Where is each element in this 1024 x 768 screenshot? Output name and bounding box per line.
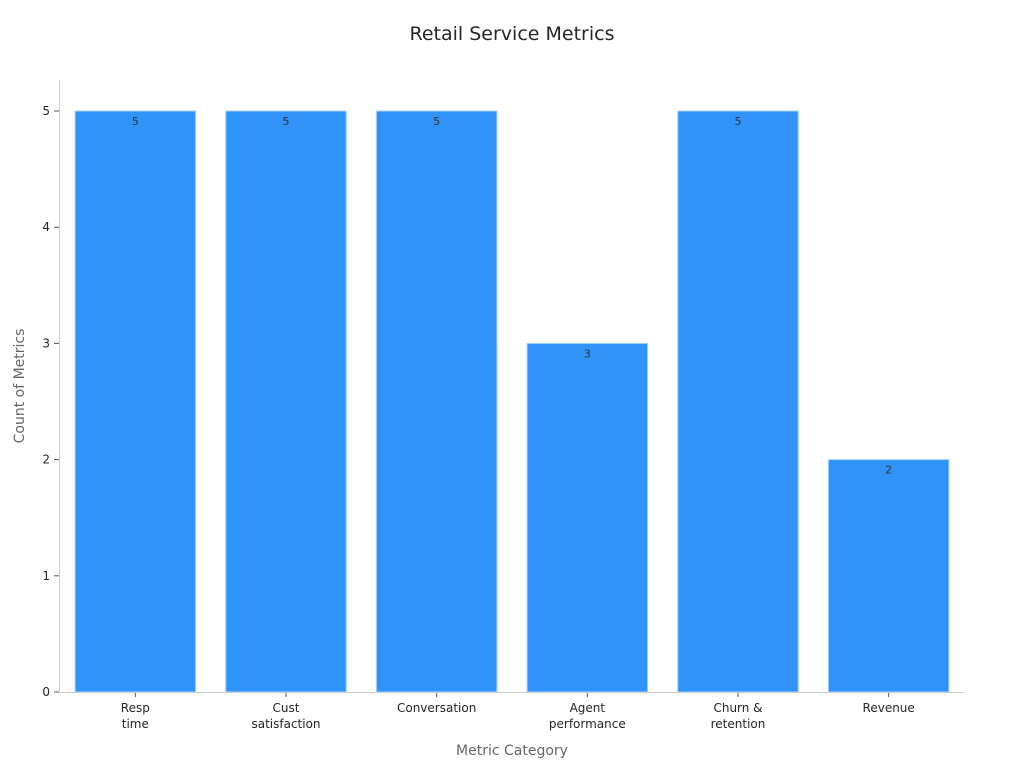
y-tick-label: 3 — [42, 336, 50, 350]
bar — [375, 110, 498, 693]
bar — [225, 110, 347, 693]
y-axis-ticks: 0 1 2 3 4 5 — [42, 104, 59, 699]
x-tick-label: Churn & retention — [711, 701, 766, 731]
bar — [74, 110, 197, 693]
x-tick-label: Resp time — [121, 701, 150, 731]
x-tick-label: Cust satisfaction — [251, 701, 320, 731]
y-axis-title: Count of Metrics — [12, 329, 28, 444]
y-tick-label: 1 — [42, 569, 50, 583]
x-tick-label: Agent performance — [549, 701, 626, 731]
bar-value-label: 3 — [584, 347, 591, 360]
chart-title: Retail Service Metrics — [410, 23, 615, 45]
bar-value-label: 2 — [885, 464, 892, 477]
x-tick-label: Revenue — [863, 701, 915, 715]
bar-value-label: 5 — [735, 115, 742, 128]
bar-value-label: 5 — [433, 115, 440, 128]
y-tick-label: 4 — [42, 220, 50, 234]
x-tick-label: Conversation — [397, 701, 476, 715]
bar — [526, 342, 649, 693]
bar-data-labels: 5 5 5 3 5 2 — [132, 115, 892, 477]
bar — [827, 459, 950, 693]
bar — [677, 110, 799, 693]
y-tick-label: 0 — [42, 685, 50, 699]
bar-value-label: 5 — [132, 115, 139, 128]
y-tick-label: 2 — [42, 453, 50, 467]
x-axis-ticks: Resp time Cust satisfaction Conversation Agen… — [121, 692, 915, 731]
bar-value-label: 5 — [283, 115, 290, 128]
y-tick-label: 5 — [42, 104, 50, 118]
x-axis-title: Metric Category — [456, 743, 568, 759]
bars — [74, 110, 950, 693]
